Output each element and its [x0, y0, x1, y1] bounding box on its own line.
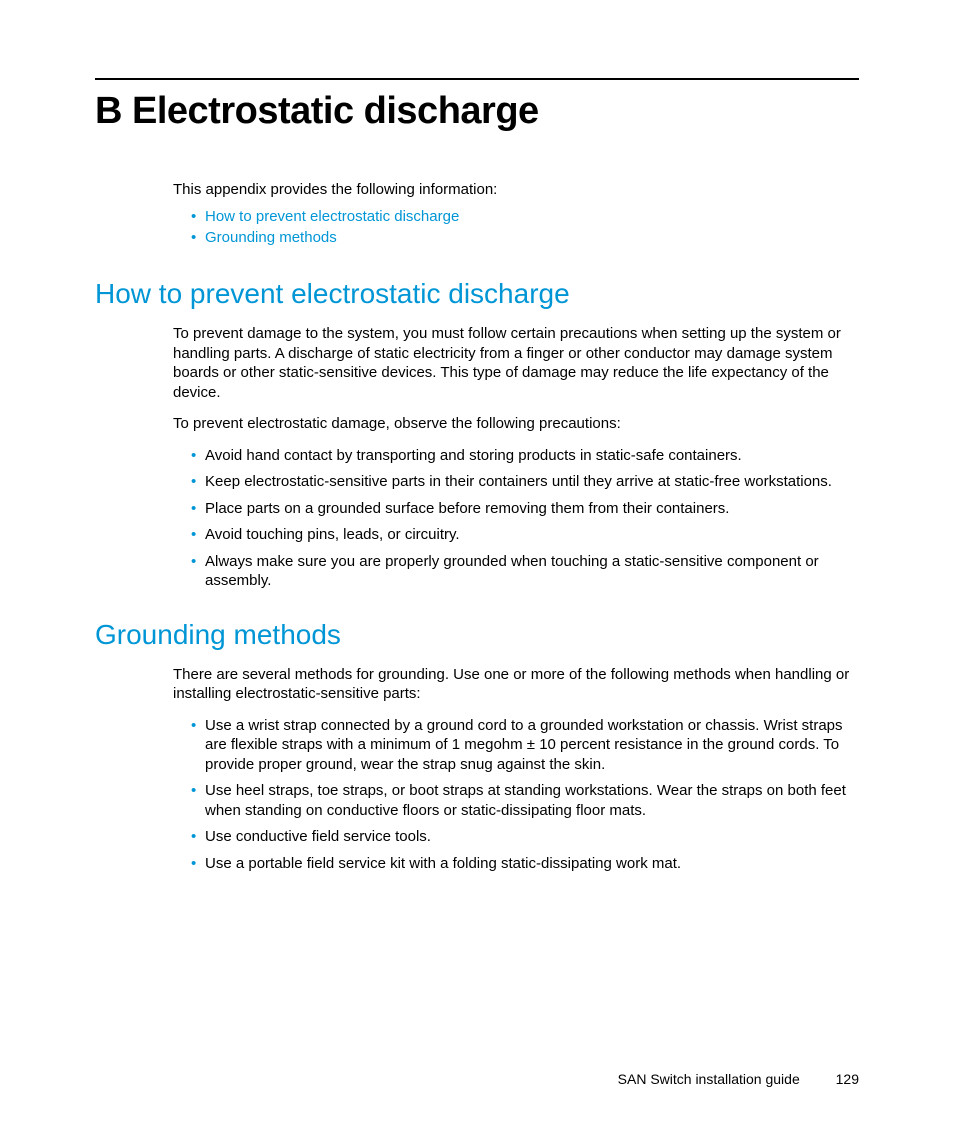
list-item: Avoid hand contact by transporting and s…: [191, 446, 859, 466]
list-item: Avoid touching pins, leads, or circuitry…: [191, 525, 859, 545]
footer-page-number: 129: [836, 1071, 859, 1087]
list-item: Use a portable field service kit with a …: [191, 854, 859, 874]
section-heading-grounding: Grounding methods: [95, 619, 859, 651]
toc-link-grounding[interactable]: Grounding methods: [205, 229, 337, 246]
list-item: Use heel straps, toe straps, or boot str…: [191, 781, 859, 820]
body-paragraph: To prevent electrostatic damage, observe…: [173, 414, 859, 434]
toc-item: How to prevent electrostatic discharge: [191, 208, 859, 225]
list-item: Keep electrostatic-sensitive parts in th…: [191, 472, 859, 492]
list-item: Always make sure you are properly ground…: [191, 552, 859, 591]
section-heading-prevent: How to prevent electrostatic discharge: [95, 278, 859, 310]
title-rule: [95, 78, 859, 80]
section-body-prevent: To prevent damage to the system, you mus…: [173, 324, 859, 591]
bullet-list-prevent: Avoid hand contact by transporting and s…: [173, 446, 859, 591]
body-paragraph: To prevent damage to the system, you mus…: [173, 324, 859, 402]
list-item: Place parts on a grounded surface before…: [191, 499, 859, 519]
toc-list: How to prevent electrostatic discharge G…: [173, 208, 859, 246]
body-paragraph: There are several methods for grounding.…: [173, 665, 859, 704]
list-item: Use a wrist strap connected by a ground …: [191, 716, 859, 775]
toc-link-prevent[interactable]: How to prevent electrostatic discharge: [205, 208, 459, 225]
list-item: Use conductive field service tools.: [191, 827, 859, 847]
bullet-list-grounding: Use a wrist strap connected by a ground …: [173, 716, 859, 874]
toc-item: Grounding methods: [191, 229, 859, 246]
page-container: B Electrostatic discharge This appendix …: [0, 0, 954, 961]
footer-doc-title: SAN Switch installation guide: [618, 1071, 800, 1087]
intro-block: This appendix provides the following inf…: [173, 181, 859, 246]
section-body-grounding: There are several methods for grounding.…: [173, 665, 859, 874]
intro-text: This appendix provides the following inf…: [173, 181, 859, 198]
page-title: B Electrostatic discharge: [95, 90, 859, 133]
page-footer: SAN Switch installation guide 129: [618, 1071, 859, 1087]
